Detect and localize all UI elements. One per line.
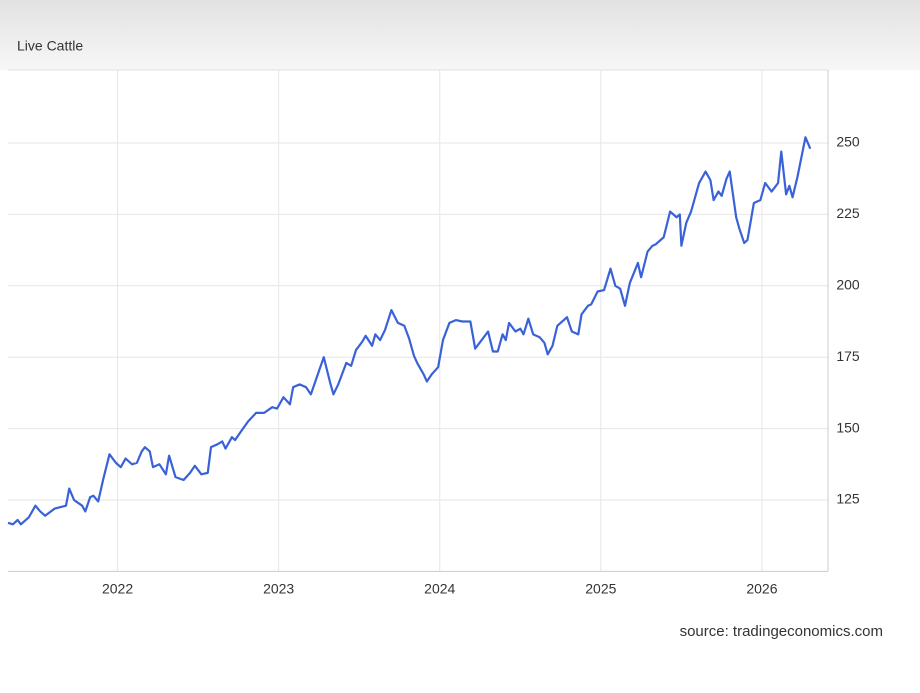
header	[0, 0, 920, 70]
x-tick-label: 2026	[746, 581, 777, 597]
y-tick-label: 225	[836, 205, 860, 221]
y-tick-label: 200	[836, 277, 860, 293]
source: source: tradingeconomics.com	[680, 623, 883, 640]
x-tick-label: 2022	[102, 581, 133, 597]
y-tick-label: 175	[836, 348, 860, 364]
y-tick-label: 125	[836, 491, 860, 507]
x-tick-label: 2025	[585, 581, 616, 597]
x-tick-label: 2024	[424, 581, 455, 597]
x-tick-label: 2023	[263, 581, 294, 597]
line	[7, 136, 812, 526]
y-tick-label: 250	[836, 134, 860, 150]
chart-title: Live Cattle	[17, 38, 83, 54]
y-tick-label: 150	[836, 419, 860, 435]
